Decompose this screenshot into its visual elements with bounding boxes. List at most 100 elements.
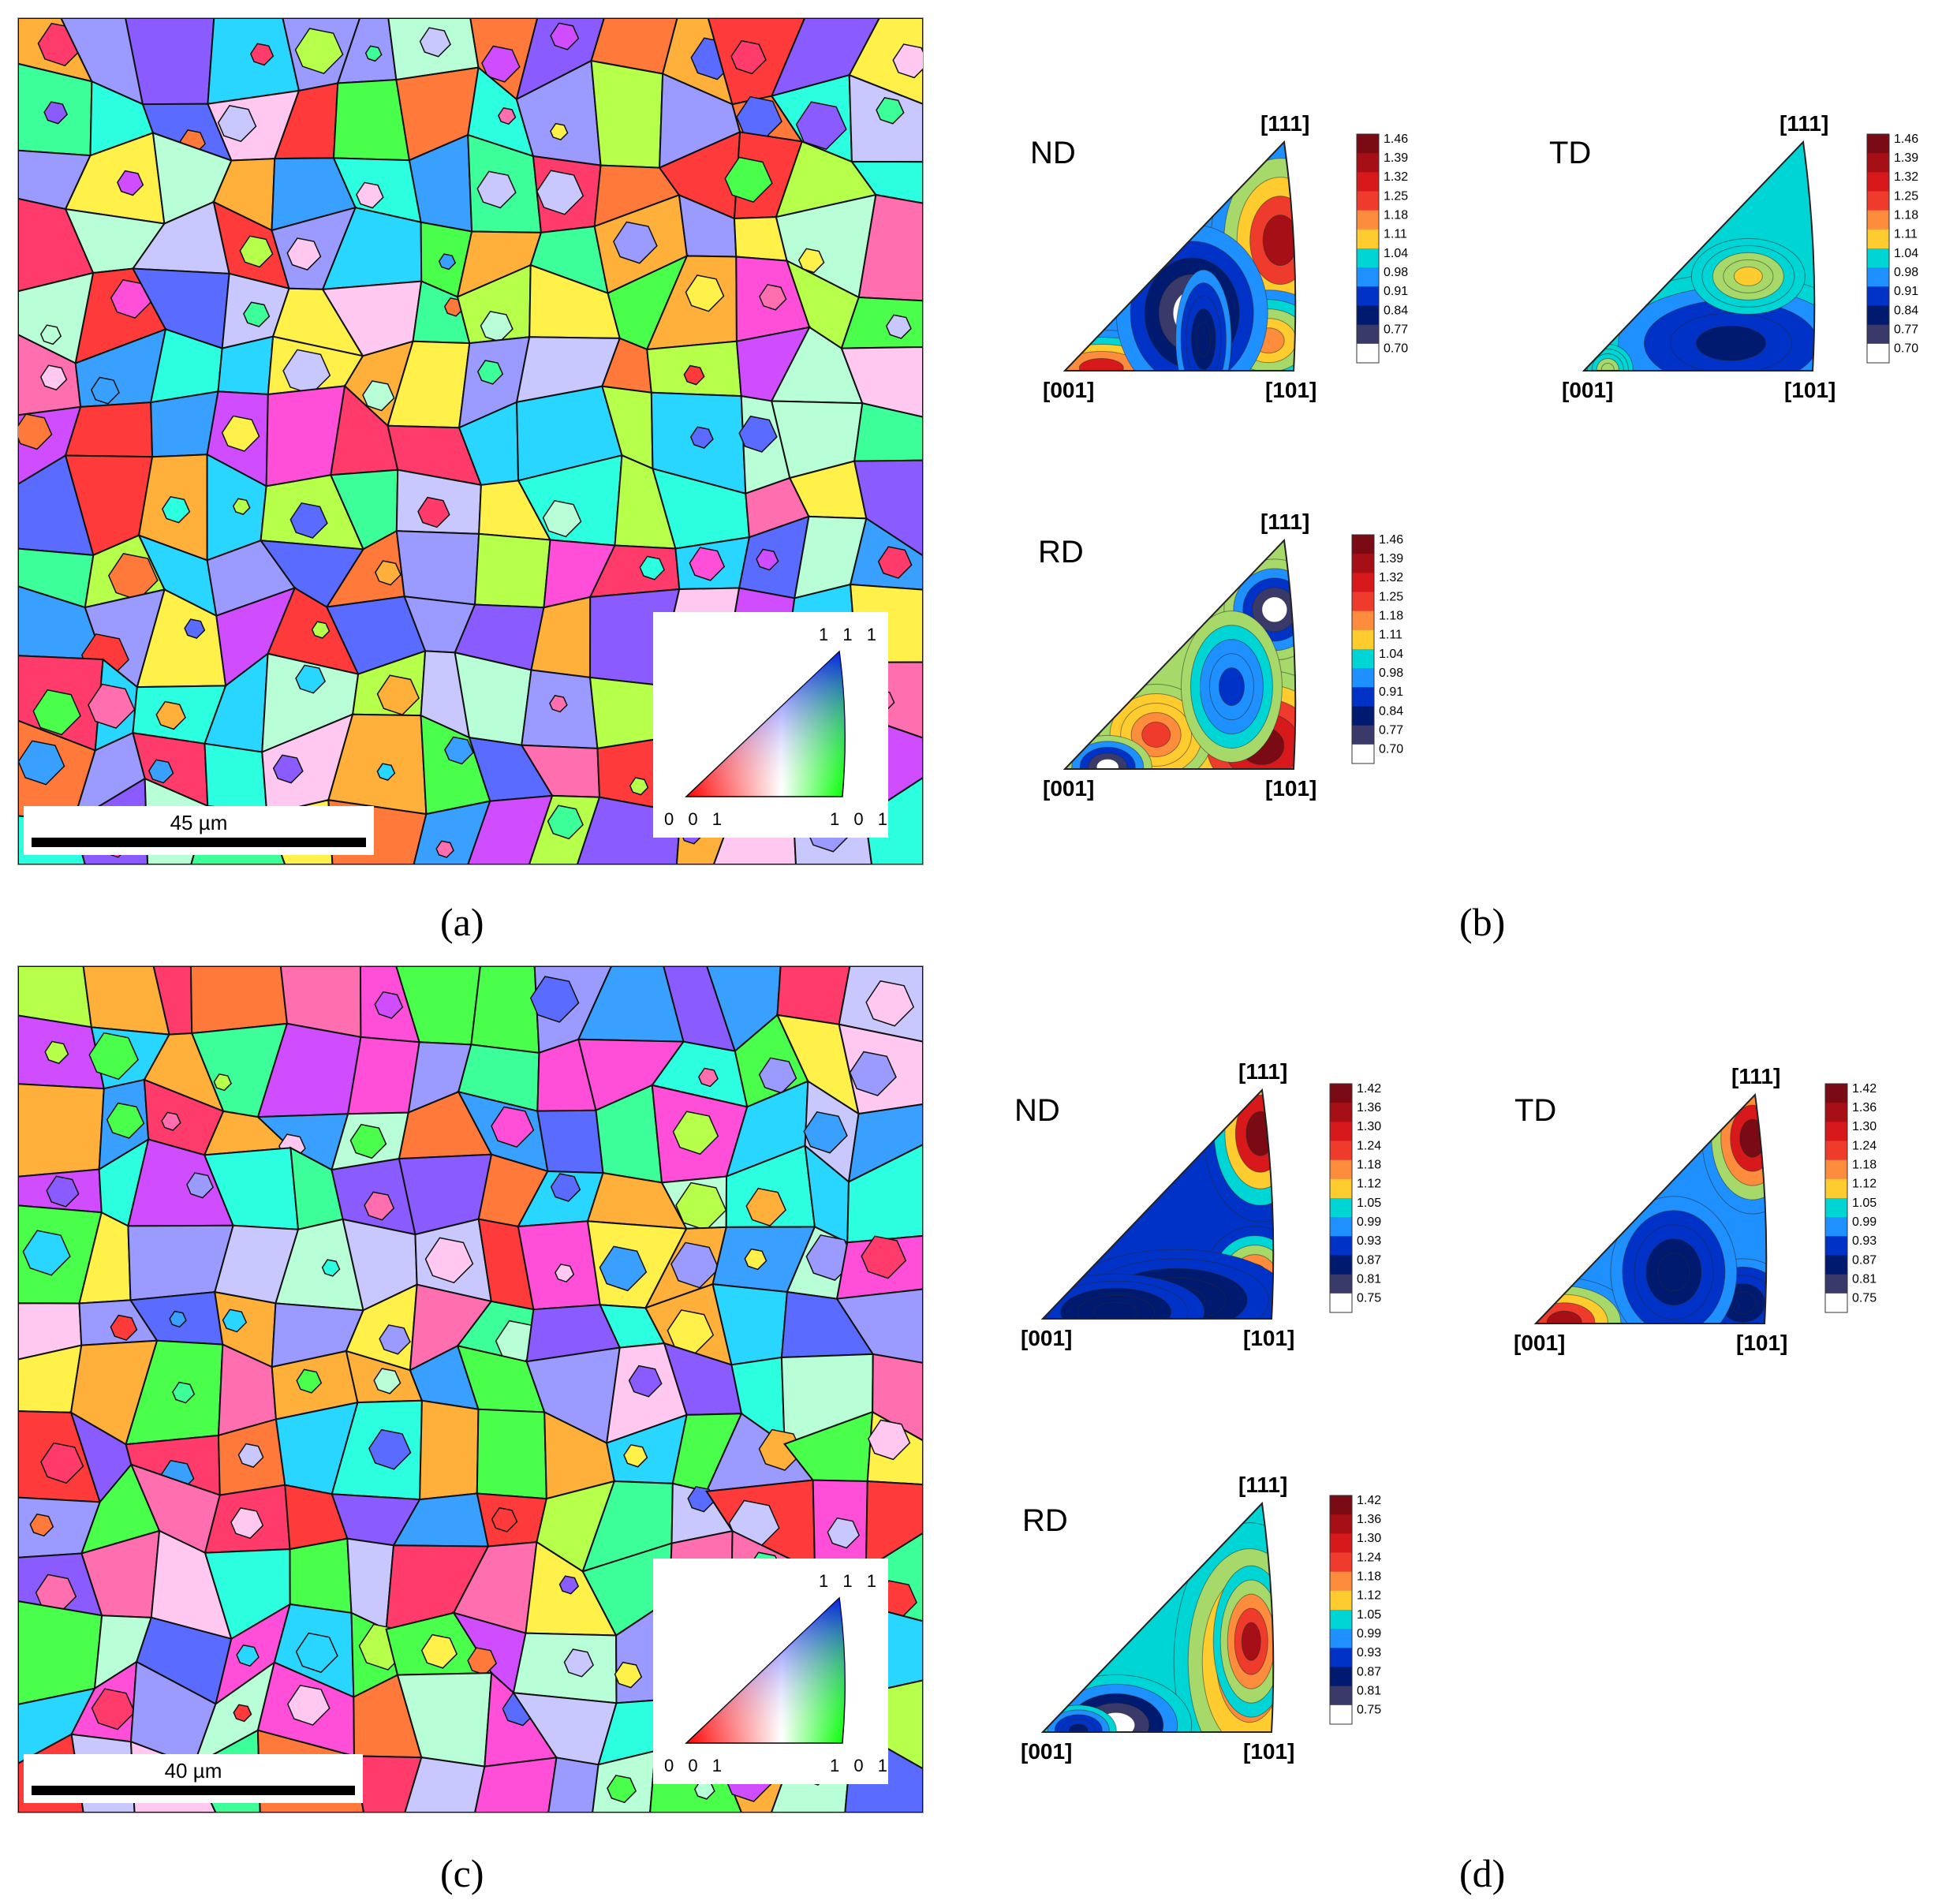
- sub-grain: [730, 39, 767, 75]
- sub-grain: [476, 360, 504, 385]
- sub-grain: [613, 221, 658, 264]
- colorbar-frame: [1329, 1495, 1353, 1725]
- corner-label-101: [101]: [1265, 378, 1316, 402]
- grain: [847, 1103, 923, 1184]
- colorbar-tick-label: 1.11: [1894, 228, 1918, 241]
- colorbar-tick-label: 0.70: [1379, 743, 1403, 756]
- grain: [865, 1480, 923, 1570]
- colorbar-tick-label: 0.98: [1384, 266, 1408, 279]
- sub-grain: [876, 96, 905, 125]
- pf-dir-label-b-nd: ND: [1030, 136, 1076, 170]
- key-label-101-a: 1 0 1: [830, 809, 888, 829]
- sub-grain: [550, 22, 580, 50]
- colorbar-frame: [1824, 1083, 1848, 1313]
- colorbar-d-rd: 1.42 1.36 1.30 1.24 1.18 1.12 1.05 0.99 0.93 0.87…: [1329, 1494, 1381, 1725]
- colorbar-segment: [1825, 1141, 1847, 1161]
- colorbar-frame: [1356, 133, 1380, 364]
- sub-grain: [444, 736, 474, 765]
- scale-bar-line-a: [32, 838, 366, 847]
- corner-label-111: [111]: [1260, 111, 1309, 136]
- sub-grain: [29, 1513, 54, 1537]
- pf-dir-label-d-td: TD: [1514, 1093, 1557, 1128]
- density-contour: [1245, 1111, 1274, 1156]
- colorbar-tick-label: 1.30: [1357, 1120, 1381, 1133]
- sub-grain: [498, 106, 517, 125]
- sub-grain: [213, 1073, 233, 1092]
- sub-grain: [364, 1191, 395, 1221]
- grain: [840, 345, 923, 418]
- sub-grain: [221, 415, 260, 452]
- grain: [512, 1632, 618, 1704]
- density-contour: [1241, 1622, 1261, 1661]
- corner-label-001: [001]: [1043, 776, 1094, 801]
- pole-figure-d-rd: [111] [001] [101]: [1021, 1473, 1294, 1764]
- colorbar-tick-label: 0.87: [1852, 1253, 1877, 1267]
- sub-grain: [230, 1506, 264, 1540]
- pf-dir-label-b-td: TD: [1549, 136, 1592, 170]
- sub-grain: [607, 1775, 637, 1804]
- sub-grain: [18, 740, 65, 786]
- colorbar-tick-label: 1.18: [1379, 610, 1403, 623]
- colorbar-segment: [1825, 1255, 1847, 1275]
- colorbar-segment: [1867, 134, 1889, 154]
- sub-grain: [827, 1517, 861, 1549]
- colorbar-segment: [1330, 1495, 1352, 1515]
- grain: [848, 18, 923, 105]
- sub-grain: [849, 1051, 897, 1096]
- colorbar-segment: [1330, 1084, 1352, 1103]
- sub-grain: [18, 413, 53, 450]
- sub-grain: [420, 1633, 458, 1669]
- density-contour: [1096, 758, 1119, 769]
- pole-figure-outline: [1582, 140, 1816, 371]
- colorbar-tick-label: 0.81: [1357, 1273, 1381, 1286]
- colorbar-tick-label: 0.99: [1852, 1215, 1877, 1229]
- corner-label-001: [001]: [1021, 1739, 1072, 1764]
- key-label-001-a: 0 0 1: [664, 809, 726, 829]
- colorbar-segment: [1867, 248, 1889, 268]
- colorbar-segment: [1330, 1159, 1352, 1180]
- colorbar-tick-label: 1.05: [1357, 1608, 1381, 1622]
- colorbar-segment: [1330, 1198, 1352, 1218]
- density-contour: [1068, 1723, 1089, 1732]
- sub-grain: [368, 1428, 412, 1470]
- colorbar-frame: [1351, 534, 1375, 764]
- colorbar-tick-label: 0.99: [1357, 1627, 1381, 1641]
- pole-figure-d-td: [111] [001] [101]: [1514, 1064, 1787, 1355]
- sub-grain: [529, 976, 580, 1023]
- sub-grain: [758, 1057, 797, 1094]
- sub-grain: [286, 1684, 331, 1726]
- colorbar-tick-label: 1.12: [1852, 1178, 1877, 1191]
- colorbar-tick-label: 0.77: [1894, 323, 1918, 337]
- colorbar-tick-label: 1.42: [1357, 1082, 1381, 1096]
- colorbar-segment: [1825, 1274, 1847, 1294]
- colorbar-segment: [1357, 305, 1379, 326]
- colorbar-segment: [1352, 629, 1374, 650]
- colorbar-tick-label: 0.81: [1852, 1273, 1877, 1286]
- sub-grain: [289, 502, 328, 539]
- colorbar-segment: [1357, 324, 1379, 345]
- sub-grain: [547, 805, 584, 840]
- pole-figure-outline: [1062, 538, 1297, 770]
- colorbar-tick-label: 1.04: [1379, 648, 1403, 661]
- sub-grain: [243, 301, 271, 327]
- grain: [547, 1757, 599, 1813]
- sub-grain: [639, 555, 666, 581]
- colorbar-tick-label: 1.25: [1894, 189, 1918, 203]
- colorbar-tick-label: 0.70: [1384, 342, 1408, 356]
- colorbar-segment: [1330, 1552, 1352, 1573]
- colorbar-tick-label: 1.36: [1357, 1101, 1381, 1114]
- sub-grain: [106, 1102, 145, 1139]
- colorbar-segment: [1330, 1122, 1352, 1141]
- sub-grain: [491, 1106, 535, 1148]
- sub-grain: [44, 1040, 69, 1065]
- colorbar-segment: [1825, 1122, 1847, 1141]
- colorbar-segment: [1867, 305, 1889, 326]
- colorbar-tick-label: 1.46: [1384, 133, 1408, 146]
- sub-grain: [117, 170, 144, 196]
- colorbar-tick-label: 1.24: [1357, 1139, 1381, 1152]
- colorbar-tick-label: 0.98: [1379, 666, 1403, 680]
- corner-label-111: [111]: [1260, 510, 1309, 534]
- grain: [413, 800, 491, 864]
- corner-label-101: [101]: [1243, 1739, 1294, 1764]
- colorbar-segment: [1867, 343, 1889, 364]
